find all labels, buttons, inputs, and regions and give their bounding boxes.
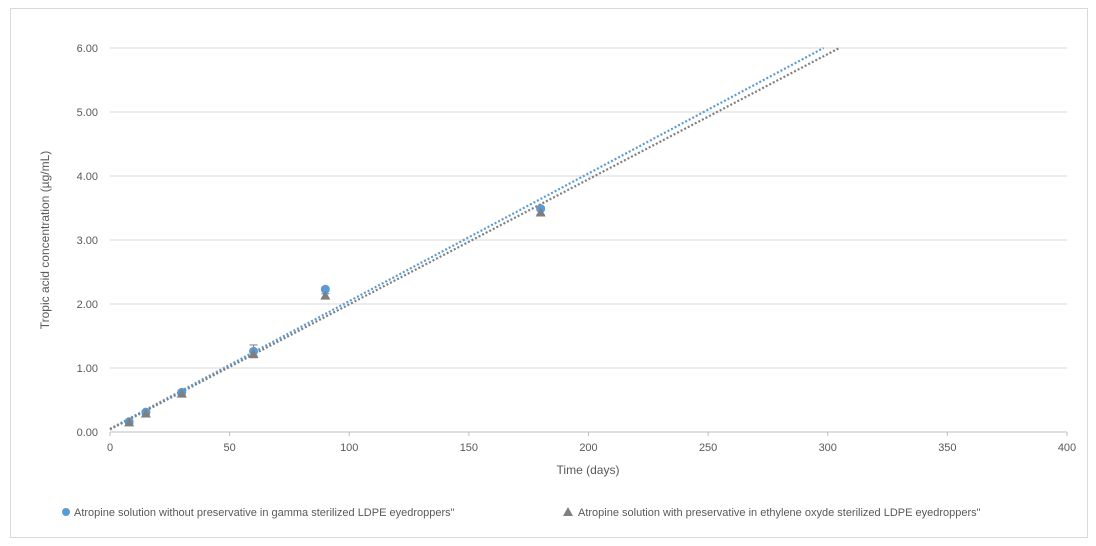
gridlines [110,47,1067,433]
trendline-series-1 [109,47,825,430]
y-axis-title: Tropic acid concentration (µg/mL) [38,151,52,330]
y-tick-label-1: 1.00 [77,363,98,375]
x-tick-label-4: 200 [579,442,597,454]
x-tick-label-1: 50 [224,442,236,454]
x-tick-label-7: 350 [938,442,956,454]
point-s2-1 [140,408,151,418]
y-tick-label-6: 6.00 [77,43,98,55]
y-tick-label-0: 0.00 [77,427,98,439]
x-tick-label-0: 0 [107,442,113,454]
legend-entry-1: Atropine solution without preservative i… [74,507,455,519]
y-tick-labels: 0.00 1.00 2.00 3.00 4.00 5.00 6.00 [77,43,98,439]
legend-marker-triangle [563,507,573,516]
x-tick-labels: 0 50 100 150 200 250 300 350 400 [107,432,1076,454]
point-s2-3 [248,348,259,358]
chart-frame [10,8,1088,538]
x-axis-title: Time (days) [557,463,620,477]
y-tick-label-2: 2.00 [77,299,98,311]
point-s2-5 [535,207,546,217]
trendlines [109,47,840,431]
legend-marker-circle [62,508,70,516]
legend: Atropine solution without preservative i… [62,507,981,519]
legend-entry-2: Atropine solution with preservative in e… [578,507,981,519]
error-bars [125,206,545,425]
point-s1-4 [320,284,330,294]
x-tick-label-6: 300 [819,442,837,454]
x-tick-label-5: 250 [699,442,717,454]
point-s2-2 [176,388,187,398]
point-s2-4 [320,290,331,300]
y-tick-label-5: 5.00 [77,107,98,119]
x-tick-label-3: 150 [460,442,478,454]
x-tick-label-2: 100 [340,442,358,454]
y-tick-label-4: 4.00 [77,171,98,183]
x-tick-label-8: 400 [1058,442,1076,454]
point-s2-0 [124,417,135,427]
y-tick-label-3: 3.00 [77,235,98,247]
trendline-series-2 [109,47,840,431]
data-points [124,204,546,427]
